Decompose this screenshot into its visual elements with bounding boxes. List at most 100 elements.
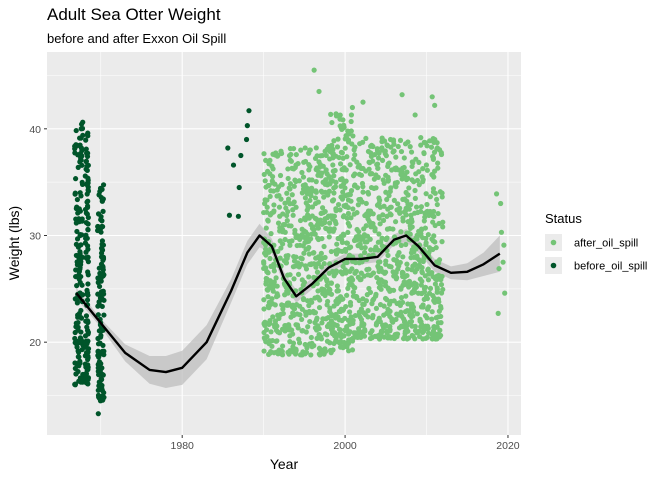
after-oil-spill-point — [265, 270, 271, 276]
before-oil-spill-point — [95, 275, 101, 281]
before-oil-spill-point — [85, 227, 91, 233]
after-oil-spill-point — [367, 335, 374, 342]
before-oil-spill-point — [84, 167, 90, 174]
before-oil-spill-point — [83, 137, 89, 143]
after-oil-spill-point — [292, 263, 298, 269]
after-oil-spill-point — [342, 327, 348, 333]
after-oil-spill-point — [363, 135, 369, 142]
before-oil-spill-point — [76, 363, 82, 369]
after-oil-spill-point — [376, 336, 383, 342]
after-oil-spill-point — [498, 200, 504, 207]
after-oil-spill-point — [419, 174, 425, 180]
before-oil-spill-point — [77, 150, 84, 157]
after-oil-spill-point — [336, 317, 343, 323]
after-oil-spill-point — [287, 339, 293, 345]
after-oil-spill-point — [395, 143, 401, 150]
after-oil-spill-point — [500, 259, 506, 265]
after-oil-spill-point — [321, 194, 327, 200]
after-oil-spill-point — [405, 192, 411, 198]
after-oil-spill-point — [390, 138, 397, 144]
after-oil-spill-point — [290, 344, 296, 350]
after-oil-spill-point — [307, 310, 313, 316]
after-oil-spill-point — [331, 185, 337, 191]
before-oil-spill-point — [79, 282, 85, 288]
after-oil-spill-point — [435, 314, 441, 320]
after-oil-spill-point — [284, 218, 290, 224]
after-oil-spill-point — [387, 211, 393, 217]
before-oil-spill-point — [74, 259, 80, 265]
after-oil-spill-point — [272, 181, 278, 187]
after-oil-spill-point — [282, 236, 288, 243]
before-oil-spill-point — [78, 155, 84, 161]
after-oil-spill-point — [376, 231, 382, 237]
after-oil-spill-point — [337, 294, 343, 301]
after-oil-spill-point — [439, 194, 445, 200]
after-oil-spill-point — [322, 331, 328, 337]
after-oil-spill-point — [263, 249, 269, 255]
after-oil-spill-point — [262, 201, 268, 207]
after-oil-spill-point — [409, 163, 415, 170]
after-oil-spill-point — [313, 189, 319, 195]
after-oil-spill-point — [420, 302, 426, 308]
after-oil-spill-point — [267, 193, 273, 200]
after-oil-spill-point — [306, 236, 312, 242]
after-oil-spill-point — [315, 199, 321, 205]
after-oil-spill-point — [277, 172, 284, 179]
after-oil-spill-point — [345, 128, 351, 134]
after-oil-spill-point — [307, 318, 313, 325]
after-oil-spill-point — [393, 316, 399, 323]
after-oil-spill-point — [326, 234, 332, 240]
after-oil-spill-point — [360, 296, 366, 302]
after-oil-spill-point — [379, 329, 385, 335]
before-oil-spill-point — [78, 329, 84, 335]
after-oil-spill-point — [344, 259, 350, 266]
after-oil-spill-point — [316, 332, 322, 338]
after-oil-spill-point — [341, 178, 348, 184]
before-oil-spill-point — [85, 269, 91, 275]
after-oil-spill-point — [385, 143, 391, 149]
after-oil-spill-point — [419, 290, 425, 297]
after-oil-spill-point — [287, 186, 293, 192]
after-oil-spill-point — [297, 242, 303, 248]
after-oil-spill-point — [333, 251, 340, 257]
after-oil-spill-point — [428, 144, 435, 150]
after-oil-spill-point — [304, 345, 310, 351]
after-oil-spill-point — [313, 145, 319, 151]
after-oil-spill-point — [404, 336, 410, 342]
after-oil-spill-point — [372, 225, 378, 232]
after-oil-spill-point — [351, 183, 358, 189]
after-oil-spill-point — [393, 154, 399, 160]
after-oil-spill-point — [440, 219, 446, 225]
after-oil-spill-point — [438, 281, 445, 288]
after-oil-spill-point — [348, 215, 354, 221]
after-oil-spill-point — [349, 347, 356, 353]
after-oil-spill-point — [440, 224, 446, 230]
after-oil-spill-point — [268, 231, 274, 237]
after-oil-spill-point — [317, 297, 323, 303]
after-oil-spill-point — [398, 148, 405, 155]
before-oil-spill-point — [79, 218, 85, 224]
after-oil-spill-point — [337, 123, 343, 129]
y-tick-label: 20 — [29, 337, 41, 349]
after-oil-spill-point — [261, 329, 267, 336]
after-oil-spill-point — [388, 185, 394, 191]
after-oil-spill-point — [385, 163, 391, 169]
after-oil-spill-point — [386, 301, 393, 307]
after-oil-spill-point — [425, 267, 431, 273]
after-oil-spill-point — [352, 259, 359, 266]
after-oil-spill-point — [416, 182, 422, 188]
after-oil-spill-point — [330, 162, 336, 168]
after-oil-spill-point — [334, 144, 341, 150]
after-oil-spill-point — [265, 217, 271, 223]
after-oil-spill-point — [280, 221, 287, 228]
after-oil-spill-point — [422, 225, 428, 231]
after-oil-spill-point — [278, 148, 284, 154]
before-oil-spill-point — [77, 250, 83, 256]
after-oil-spill-point — [379, 145, 385, 151]
after-oil-spill-point — [382, 295, 389, 302]
after-oil-spill-point — [383, 323, 389, 329]
after-oil-spill-point — [297, 303, 303, 309]
before-oil-spill-point — [96, 265, 102, 271]
before-oil-spill-point — [82, 333, 89, 339]
legend-label: before_oil_spill — [574, 261, 647, 273]
